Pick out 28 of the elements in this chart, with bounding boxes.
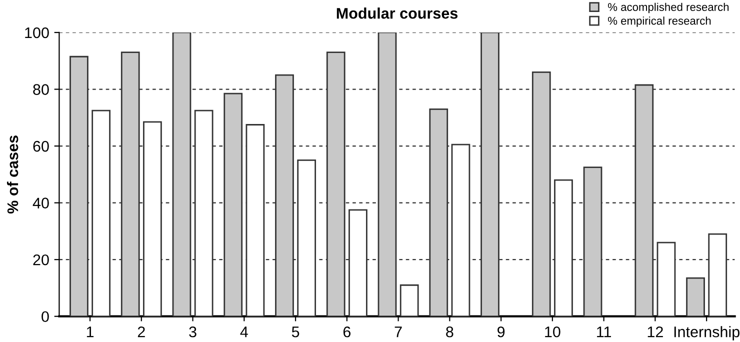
y-tick-label: 40	[32, 198, 49, 208]
bar	[378, 32, 397, 316]
x-tick-label: 4	[240, 326, 248, 338]
legend-label: % empirical research	[608, 16, 711, 27]
x-tick-label: 12	[648, 326, 663, 338]
y-tick-label: 20	[33, 254, 49, 266]
y-tick-label: 0	[42, 311, 49, 322]
x-tick-label: 2	[138, 326, 145, 338]
x-tick-label: 9	[498, 326, 505, 338]
x-tick-label: 3	[189, 326, 196, 338]
x-tick-label: 6	[343, 326, 350, 338]
y-tick-label: 80	[33, 84, 49, 95]
chart-title: Modular courses	[336, 8, 458, 19]
x-tick-label: 11	[597, 326, 611, 338]
y-tick-label: 60	[33, 140, 49, 152]
x-tick-label: Internship	[674, 326, 740, 340]
bar	[686, 277, 705, 316]
bar	[451, 144, 470, 316]
legend-label: % acomplished research	[608, 2, 729, 14]
x-tick-label: 10	[545, 326, 560, 338]
y-tick-label: 100	[25, 27, 49, 38]
x-tick-label: 5	[292, 326, 300, 338]
x-tick-label: 8	[446, 326, 454, 338]
y-axis-title: % of cases	[6, 136, 18, 214]
x-tick-label: 7	[394, 326, 402, 338]
x-tick-label: 1	[86, 326, 94, 338]
bar	[92, 110, 110, 316]
bar	[400, 284, 419, 316]
